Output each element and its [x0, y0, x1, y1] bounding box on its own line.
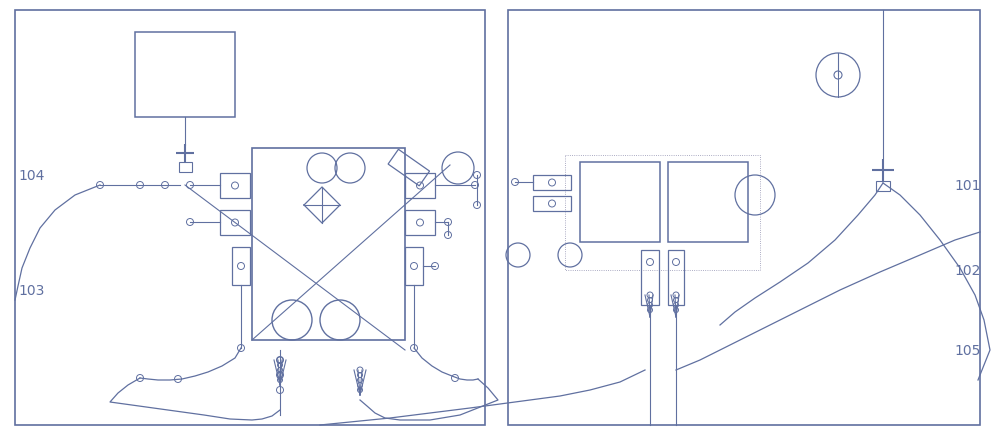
Text: 104: 104: [18, 169, 44, 183]
Bar: [533, 196, 571, 211]
Bar: [15, 10, 485, 425]
Bar: [179, 162, 192, 172]
Bar: [388, 149, 430, 186]
Bar: [405, 247, 423, 285]
Bar: [220, 210, 250, 235]
Text: 102: 102: [954, 264, 980, 278]
Bar: [405, 173, 435, 198]
Text: 101: 101: [954, 179, 980, 193]
Bar: [668, 250, 684, 305]
Bar: [533, 175, 571, 190]
Bar: [508, 10, 980, 425]
Bar: [220, 173, 250, 198]
Bar: [580, 162, 660, 242]
Bar: [668, 162, 748, 242]
Text: 105: 105: [954, 344, 980, 358]
Bar: [565, 155, 760, 270]
Bar: [876, 181, 890, 191]
Bar: [252, 148, 405, 340]
Bar: [232, 247, 250, 285]
Bar: [405, 210, 435, 235]
Bar: [641, 250, 659, 305]
Bar: [135, 32, 235, 117]
Text: 103: 103: [18, 284, 44, 298]
